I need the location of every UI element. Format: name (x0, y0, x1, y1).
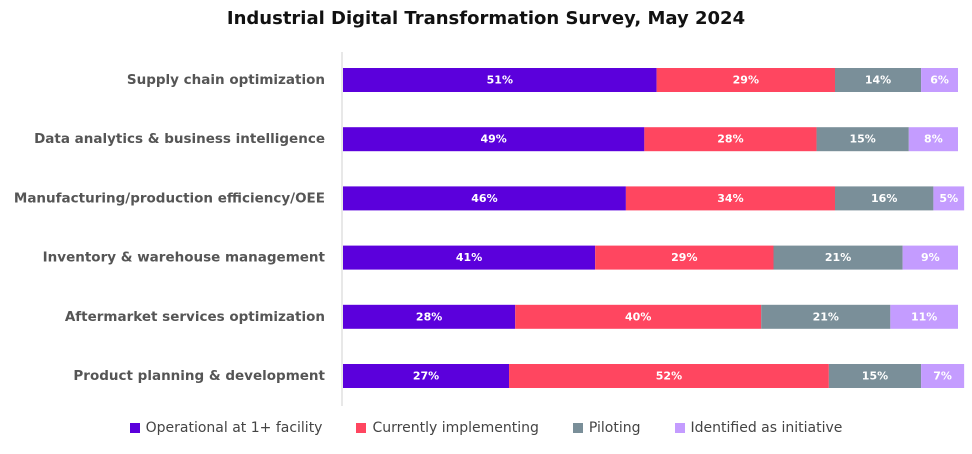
bar-segment (816, 127, 909, 152)
bar-value-label: 21% (813, 310, 839, 323)
legend-item-implementing: Currently implementing (356, 420, 539, 436)
legend-label-implementing: Currently implementing (372, 420, 539, 436)
bar-segment (343, 186, 626, 211)
bar-segment (644, 127, 817, 152)
bar-value-label: 8% (924, 133, 943, 146)
bar-segment (890, 304, 958, 329)
bar-segment (509, 364, 829, 388)
bar-value-label: 15% (862, 370, 888, 383)
bar-segment (656, 68, 835, 92)
category-label: Aftermarket services optimization (65, 309, 325, 325)
bar-value-label: 7% (933, 370, 952, 383)
legend-label-piloting: Piloting (588, 420, 641, 436)
bar-value-label: 34% (717, 192, 743, 205)
bar-value-label: 27% (413, 370, 439, 383)
bar-value-label: 6% (930, 74, 949, 87)
category-label: Product planning & development (73, 368, 325, 384)
bar-segment (828, 364, 922, 388)
legend-label-identified: Identified as initiative (690, 420, 843, 436)
bar-segment (835, 186, 934, 211)
category-label: Data analytics & business intelligence (34, 131, 325, 147)
bar-segment (343, 245, 596, 270)
legend-swatch-piloting (572, 423, 583, 433)
category-label: Inventory & warehouse management (43, 250, 326, 266)
legend-swatch-implementing (356, 423, 367, 433)
bar-segment (343, 364, 510, 388)
bar-segment (343, 127, 645, 152)
bar-value-label: 52% (656, 370, 682, 383)
bar-value-label: 15% (849, 133, 875, 146)
bar-value-label: 11% (911, 310, 937, 323)
bar-value-label: 9% (921, 251, 940, 264)
legend-label-operational: Operational at 1+ facility (145, 420, 323, 436)
legend-item-piloting: Piloting (572, 420, 641, 436)
bar-segment (343, 304, 516, 329)
bars: 51% 29% 14% 6% 49% 28% 15% 8% 46% 34% 16% 5% 41% 29% 2… (343, 68, 965, 388)
bar-segment (921, 364, 965, 388)
bar-value-label: 28% (416, 310, 442, 323)
bar-segment (921, 68, 958, 92)
category-labels: Supply chain optimization Data analytics … (14, 72, 326, 384)
category-label: Supply chain optimization (127, 72, 325, 88)
bar-value-label: 46% (471, 192, 497, 205)
bar-segment (515, 304, 762, 329)
bar-segment (595, 245, 774, 270)
bar-segment (343, 68, 657, 92)
bar-value-label: 51% (487, 74, 513, 87)
bar-value-label: 29% (733, 74, 759, 87)
bar-value-label: 29% (671, 251, 697, 264)
category-label: Manufacturing/production efficiency/OEE (14, 190, 325, 206)
bar-segment (908, 127, 958, 152)
bar-segment (835, 68, 922, 92)
legend-swatch-operational (129, 423, 140, 433)
bar-value-label: 28% (717, 133, 743, 146)
chart-title: Industrial Digital Transformation Survey… (226, 8, 746, 29)
bar-segment (625, 186, 835, 211)
bar-value-label: 16% (871, 192, 897, 205)
bar-segment (761, 304, 891, 329)
bar-value-label: 40% (625, 310, 651, 323)
bar-value-label: 5% (939, 192, 958, 205)
legend: Operational at 1+ facility Currently imp… (0, 420, 972, 436)
bar-segment (933, 186, 965, 211)
legend-item-identified: Identified as initiative (674, 420, 843, 436)
bar-value-label: 14% (865, 74, 891, 87)
bar-value-label: 21% (825, 251, 851, 264)
bar-value-label: 41% (456, 251, 482, 264)
legend-item-operational: Operational at 1+ facility (129, 420, 323, 436)
bar-segment (902, 245, 958, 270)
bar-segment (773, 245, 903, 270)
bar-value-label: 49% (481, 133, 507, 146)
legend-swatch-identified (674, 423, 685, 433)
